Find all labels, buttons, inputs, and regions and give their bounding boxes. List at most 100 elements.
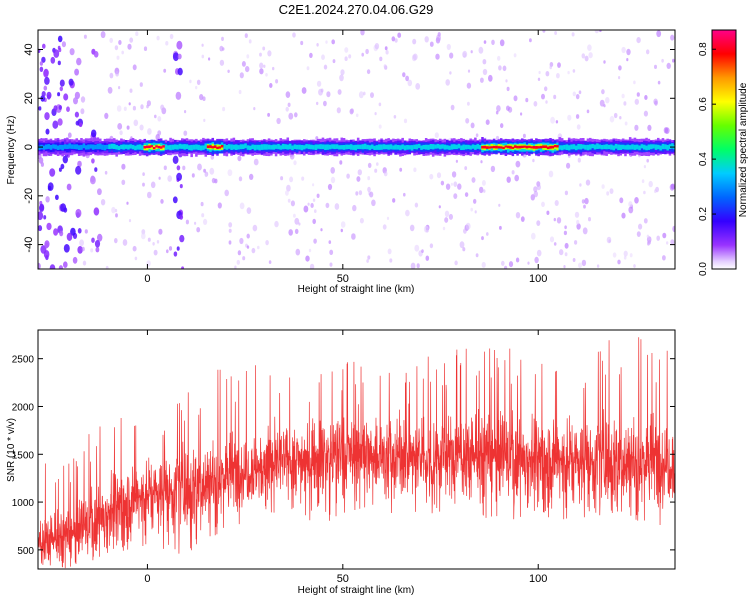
spectrogram-noise-cell <box>57 118 63 126</box>
spectrogram-noise-cell <box>313 238 317 244</box>
spectrogram-ridge-cell <box>321 144 325 150</box>
spectrogram-ridge-cell <box>617 144 620 151</box>
spectrogram-ridge-cell <box>277 144 280 150</box>
spectrogram-ridge-cell <box>61 144 64 151</box>
spectrogram-noise-cell <box>74 111 79 118</box>
spectrogram-noise-cell <box>445 183 451 190</box>
spectrogram-ridge-cell <box>462 144 465 150</box>
spectrogram-noise-cell <box>574 240 578 245</box>
spectrogram-ridge-cell <box>584 144 587 150</box>
spectrogram-ridge-cell <box>185 144 189 149</box>
spectrogram-ridge-cell <box>542 145 545 148</box>
spectrogram-noise-cell <box>163 165 167 171</box>
spectrogram-noise-cell <box>655 186 659 193</box>
spectrogram-noise-cell <box>245 66 250 73</box>
chart-title: C2E1.2024.270.04.06.G29 <box>279 2 434 17</box>
spectrogram-noise-cell <box>483 189 486 193</box>
spectrogram-noise-cell <box>533 190 538 198</box>
spectrogram-ridge-cell <box>614 143 618 149</box>
spectrogram-noise-cell <box>498 203 501 207</box>
spectrogram-noise-cell <box>340 228 343 233</box>
spectrogram-ridge-cell <box>657 144 660 150</box>
spectrogram-noise-cell <box>59 230 64 237</box>
spectrogram-noise-cell <box>100 31 106 39</box>
spectrogram-noise-cell <box>63 261 68 269</box>
spectrogram-ridge-cell <box>239 144 243 150</box>
spectrogram-ridge-cell <box>380 144 383 150</box>
spectrogram-ridge-cell <box>514 145 517 148</box>
spectrogram-noise-cell <box>626 48 631 56</box>
spectrogram-noise-cell <box>504 265 508 269</box>
spectrogram-noise-cell <box>80 96 86 103</box>
spectrogram-noise-cell <box>173 251 178 257</box>
spectrogram-noise-cell <box>155 134 160 141</box>
spectrogram-noise-cell <box>114 45 119 51</box>
spectrogram-noise-cell <box>490 165 496 173</box>
spectrogram-noise-cell <box>259 62 264 69</box>
spectrogram-noise-cell <box>224 189 229 197</box>
spectrogram-noise-cell <box>470 50 473 54</box>
colorbar-tick-label: 0.6 <box>698 97 709 111</box>
spectrogram-ridge-cell <box>227 144 231 149</box>
spectrogram-noise-cell <box>52 120 59 129</box>
spectrogram-ridge-cell <box>235 144 238 150</box>
spectrogram-noise-cell <box>628 206 634 214</box>
spectrogram-ridge-cell <box>319 144 322 150</box>
spectrogram-noise-cell <box>383 171 388 177</box>
spectrogram-noise-cell <box>195 85 198 90</box>
spectrogram-noise-cell <box>366 259 369 263</box>
spectrogram-noise-cell <box>41 56 46 63</box>
snr-x-ticks: 0 50 100 <box>144 330 547 585</box>
spectrogram-noise-cell <box>464 192 469 198</box>
spectrogram-ridge-cell <box>303 145 306 150</box>
spectrogram-ridge-cell <box>654 144 658 150</box>
spectrogram-noise-cell <box>633 80 636 85</box>
spectrogram-noise-cell <box>387 248 392 255</box>
spectrogram-ridge-cell <box>361 144 365 150</box>
spectrogram-ridge-cell <box>96 143 100 150</box>
spectrogram-noise-cell <box>114 238 118 244</box>
spectrogram-ridge-cell <box>441 144 444 149</box>
spectrogram-ridge-cell <box>110 143 114 149</box>
spectrogram-ridge-cell <box>188 145 191 151</box>
snr-x-tick-label: 100 <box>529 573 547 585</box>
spectrogram-noise-cell <box>636 92 640 97</box>
spectrogram-noise-cell <box>321 54 325 60</box>
spectrogram-ridge-cell <box>106 144 109 149</box>
spectrogram-ridge-cell <box>424 144 428 150</box>
spectrogram-ridge-cell <box>450 144 454 150</box>
spectrogram-noise-cell <box>450 182 453 186</box>
spectrogram-noise-cell <box>154 114 157 119</box>
spectrogram-noise-cell <box>497 55 501 61</box>
spectrogram-noise-cell <box>262 46 266 51</box>
spectrogram-noise-cell <box>67 132 72 138</box>
spectrogram-y-tick-label: -40 <box>23 237 35 253</box>
spectrogram-noise-cell <box>45 196 50 203</box>
spectrogram-noise-cell <box>259 68 264 75</box>
spectrogram-noise-cell <box>356 176 361 182</box>
spectrogram-noise-cell <box>601 184 605 189</box>
spectrogram-noise-cell <box>344 56 348 61</box>
spectrogram-ridge-cell <box>199 145 203 151</box>
spectrogram-ridge-cell <box>471 144 475 149</box>
spectrogram-noise-cell <box>520 216 525 222</box>
spectrogram-noise-cell <box>662 232 667 239</box>
spectrogram-noise-cell <box>444 217 449 223</box>
spectrogram-noise-cell <box>294 217 300 225</box>
colorbar-ticks: 0.0 0.2 0.4 0.6 0.8 <box>698 42 716 276</box>
spectrogram-ridge-cell <box>455 144 458 150</box>
spectrogram-noise-cell <box>360 30 365 36</box>
spectrogram-ridge-cell <box>174 144 177 150</box>
spectrogram-noise-cell <box>234 265 237 269</box>
spectrogram-noise-cell <box>429 173 434 180</box>
spectrogram-noise-cell <box>239 202 245 210</box>
spectrogram-noise-cell <box>339 160 343 165</box>
spectrogram-noise-cell <box>548 170 554 178</box>
spectrogram-noise-cell <box>147 128 152 135</box>
spectrogram-ridge-cell <box>286 144 290 150</box>
spectrogram-noise-cell <box>46 222 52 231</box>
spectrogram-noise-cell <box>486 232 489 236</box>
spectrogram-noise-cell <box>115 213 118 218</box>
spectrogram-noise-cell <box>634 197 639 204</box>
spectrogram-ridge-cell <box>504 145 508 148</box>
